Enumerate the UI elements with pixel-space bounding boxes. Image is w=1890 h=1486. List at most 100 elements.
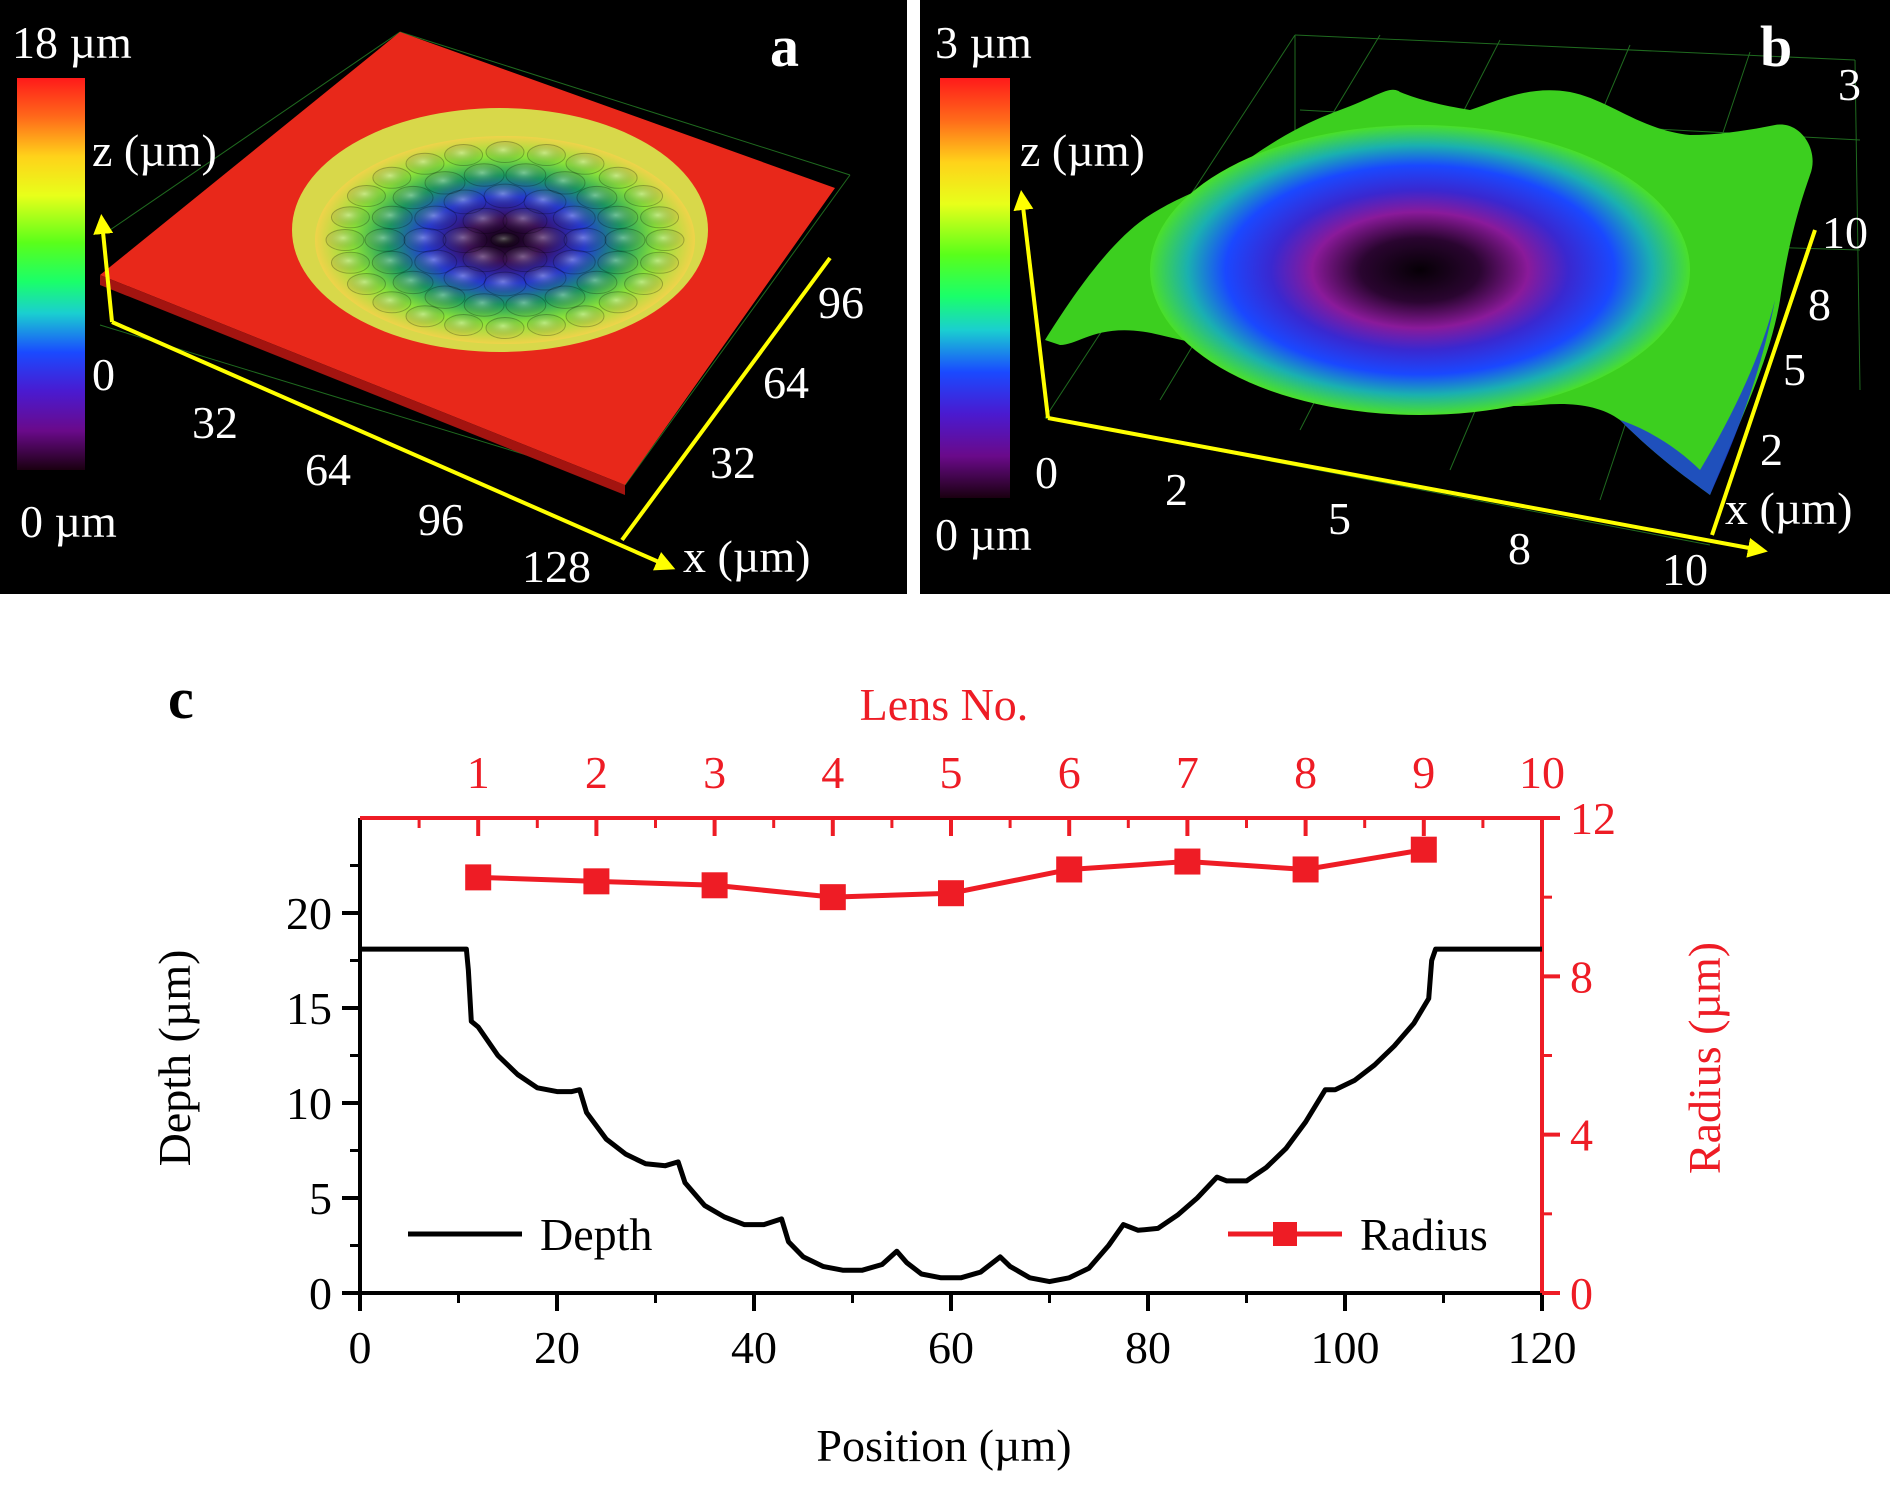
microlens	[565, 305, 605, 328]
left-y-tick-label: 0	[309, 1268, 332, 1319]
x-tick-label: 0	[349, 1322, 372, 1373]
microlens	[372, 291, 412, 314]
panel-a-z-tick: 0	[92, 349, 115, 400]
top-axis-title: Lens No.	[860, 679, 1029, 730]
microlens	[502, 207, 548, 235]
panel-a-z-label: z (µm)	[92, 125, 217, 176]
radius-point	[1056, 856, 1083, 883]
microlens	[330, 206, 370, 229]
microlens	[597, 250, 639, 275]
microlens	[405, 152, 445, 175]
panel-b-x-label: x (µm)	[1725, 483, 1852, 534]
legend-depth: Depth	[408, 1209, 652, 1260]
x-tick-label: 100	[1311, 1322, 1380, 1373]
microlens	[372, 166, 412, 189]
microlens	[414, 249, 458, 275]
x-tick-label: 40	[731, 1322, 777, 1373]
microlens	[640, 251, 680, 274]
microlens	[424, 285, 466, 309]
microlens	[604, 228, 646, 252]
radius-point	[819, 884, 846, 911]
microlens	[443, 189, 487, 215]
legend-radius-label: Radius	[1360, 1209, 1488, 1260]
radius-point	[938, 880, 964, 907]
depth-line	[360, 946, 1542, 1285]
panel-b-z-label: z (µm)	[1020, 125, 1145, 176]
panel-c-label: c	[168, 666, 194, 731]
panel-a-x-tick-1: 64	[305, 444, 351, 495]
panel-a-y-tick-2: 96	[818, 277, 864, 328]
microlens	[330, 251, 370, 274]
panel-a-x-tick-2: 96	[418, 494, 464, 545]
panel-b-y-tick-0: 2	[1760, 424, 1783, 475]
panel-a-y-axis	[620, 256, 832, 542]
right-y-tick-label: 0	[1570, 1268, 1593, 1319]
panel-b-x-tick-0: 2	[1165, 464, 1188, 515]
panel-b-height-map: 3 µm 0 µm z (µm) 0 3 b x (µm) 2 5 8 10 2…	[920, 0, 1890, 595]
panel-b-x-tick-2: 8	[1508, 523, 1531, 574]
panel-a-height-map: 18 µm 0 µm z (µm) 0 a x (µm) 32 64 96 12…	[0, 0, 907, 594]
top-tick-label: 5	[940, 747, 963, 798]
microlens	[576, 185, 618, 210]
panel-c-profile-chart: c Lens No. Position (µm) Depth (µm) Radi…	[149, 666, 1730, 1471]
left-y-tick-label: 15	[286, 983, 332, 1034]
microlens	[552, 205, 596, 231]
microlens	[523, 265, 567, 291]
x-tick-label: 80	[1125, 1322, 1171, 1373]
panel-a-scale-max: 18 µm	[12, 17, 132, 68]
legend-radius: Radius	[1228, 1209, 1488, 1260]
panel-a-y-tick-1: 64	[763, 357, 809, 408]
microlens	[645, 229, 685, 251]
microlens	[392, 185, 434, 210]
microlens	[565, 152, 605, 175]
radius-point	[583, 868, 610, 895]
legend-radius-marker	[1273, 1222, 1297, 1246]
microlens	[640, 206, 680, 229]
microlens	[443, 265, 487, 291]
microlens	[405, 305, 445, 328]
left-y-tick-label: 10	[286, 1078, 332, 1129]
panel-a-x-label: x (µm)	[683, 531, 810, 582]
radius-point	[1292, 856, 1319, 883]
panel-a-surface-shade	[100, 275, 625, 495]
microlens	[346, 185, 386, 207]
panel-b-label: b	[1760, 14, 1792, 79]
panel-a-microlens-array	[325, 141, 685, 339]
microlens	[485, 317, 525, 339]
microlens	[364, 228, 406, 252]
panel-a-y-tick-0: 32	[710, 437, 756, 488]
panel-b-y-tick-1: 5	[1783, 344, 1806, 395]
x-tick-label: 20	[534, 1322, 580, 1373]
panel-c-series	[360, 836, 1542, 1285]
microlens	[424, 171, 466, 195]
panel-a-x-tick-0: 32	[192, 397, 238, 448]
microlens	[523, 189, 567, 215]
panel-b-x-tick-3: 10	[1662, 544, 1708, 595]
microlens	[444, 314, 484, 337]
panel-a-scale-min: 0 µm	[20, 496, 117, 547]
panel-b-scale-min: 0 µm	[935, 509, 1032, 560]
top-tick-label: 8	[1294, 747, 1317, 798]
top-tick-label: 7	[1176, 747, 1199, 798]
panel-b-surface-edge	[1620, 300, 1775, 495]
microlens	[444, 143, 484, 166]
panel-a-colorbar	[17, 78, 85, 470]
top-tick-label: 9	[1412, 747, 1435, 798]
panel-b-origin-tick: 0	[1035, 447, 1058, 498]
microlens	[463, 163, 505, 187]
microlens	[462, 245, 508, 273]
microlens	[505, 163, 547, 187]
top-tick-label: 3	[703, 747, 726, 798]
panel-b-y-tick-2: 8	[1808, 279, 1831, 330]
microlens	[598, 291, 638, 314]
legend-depth-label: Depth	[540, 1209, 652, 1260]
panel-a-x-axis	[111, 320, 676, 571]
right-axis-title: Radius (µm)	[1679, 942, 1730, 1174]
microlens	[597, 205, 639, 230]
microlens	[526, 143, 566, 166]
top-tick-label: 10	[1519, 747, 1565, 798]
microlens	[483, 271, 527, 297]
microlens	[392, 270, 434, 295]
top-tick-label: 6	[1058, 747, 1081, 798]
microlens	[414, 205, 458, 231]
